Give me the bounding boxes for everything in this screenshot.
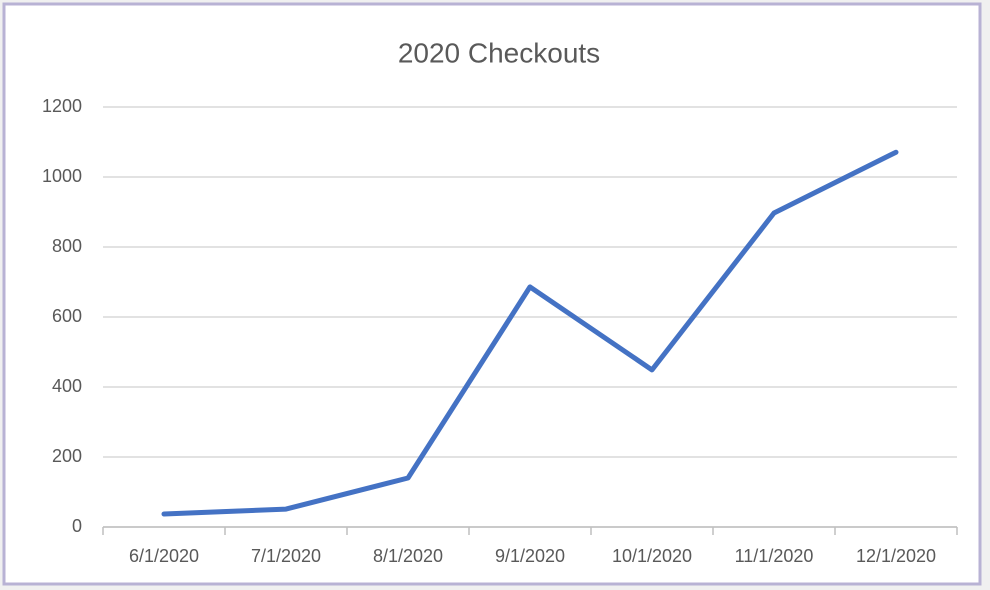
y-tick-label: 600	[52, 306, 82, 326]
data-line	[161, 149, 899, 517]
chart-frame	[2, 2, 982, 586]
x-tick-label: 7/1/2020	[251, 546, 321, 566]
chart-title: 2020 Checkouts	[398, 37, 600, 68]
x-tick-label: 11/1/2020	[735, 546, 814, 566]
x-tick-label: 8/1/2020	[373, 546, 443, 566]
x-tick-label: 10/1/2020	[612, 546, 692, 566]
y-tick-label: 400	[52, 376, 82, 396]
x-tick-label: 6/1/2020	[129, 546, 199, 566]
y-tick-label: 1200	[42, 96, 82, 116]
y-tick-label: 800	[52, 236, 82, 256]
y-tick-label: 0	[72, 516, 82, 536]
x-tick-label: 12/1/2020	[856, 546, 936, 566]
y-tick-label: 200	[52, 446, 82, 466]
x-tick-label: 9/1/2020	[495, 546, 565, 566]
y-tick-label: 1000	[42, 166, 82, 186]
